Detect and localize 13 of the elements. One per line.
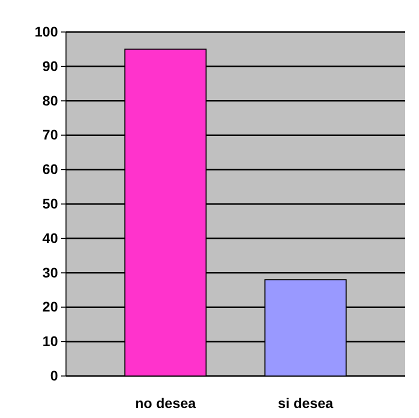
y-tick-label: 80 [42,92,58,108]
x-tick-label: si desea [278,394,334,411]
y-tick-label: 0 [50,367,58,384]
x-tick-label: no desea [135,394,196,411]
y-tick-label: 10 [42,333,58,350]
y-tick-label: 60 [42,161,58,178]
y-tick-label: 20 [42,298,58,315]
y-tick-label: 90 [42,58,58,74]
y-tick-label: 100 [34,23,58,40]
y-tick-label: 50 [42,195,58,212]
y-tick-label: 40 [42,230,58,246]
y-tick-label: 30 [42,264,58,280]
y-tick-label: 70 [42,126,58,143]
